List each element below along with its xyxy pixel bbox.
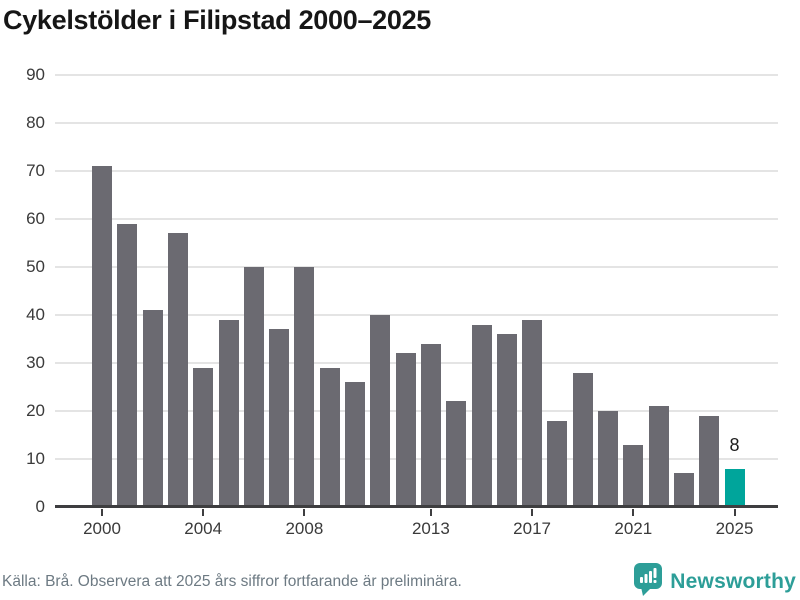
gridline-40 [55,314,778,316]
bar-2003 [167,233,188,507]
y-tick-label-0: 0 [35,497,45,516]
y-tick-label-10: 10 [26,449,45,468]
x-tick-label-2004: 2004 [184,519,223,538]
y-tick-label-40: 40 [26,305,45,324]
x-tick-label-2021: 2021 [614,519,653,538]
bar-2024 [699,415,720,507]
y-tick-label-50: 50 [26,257,45,276]
x-tick-label-2017: 2017 [513,519,552,538]
y-tick-label-30: 30 [26,353,45,372]
bar-value-label-2025: 8 [729,434,740,455]
plot-area: 8 [55,74,778,508]
gridline-70 [55,170,778,172]
x-tick-2008 [303,509,306,516]
x-tick-label-2008: 2008 [285,519,324,538]
y-tick-label-60: 60 [26,209,45,228]
bar-2010 [345,382,365,507]
bar-2025 [724,468,745,507]
x-tick-label-2000: 2000 [83,519,121,538]
bar-2007 [269,329,290,507]
gridline-60 [55,218,778,220]
bar-2023 [673,473,694,507]
bar-2012 [395,353,416,507]
bar-2015 [471,324,492,507]
bar-2018 [547,420,568,507]
bar-2006 [243,267,264,507]
x-tick-2000 [101,509,103,516]
bar-2000 [92,166,112,507]
x-tick-2017 [531,509,534,516]
newsworthy-speech-bubble-bar-chart-icon [633,562,663,600]
gridline-30 [55,362,778,364]
x-tick-2004 [202,509,205,516]
bar-2005 [218,319,239,507]
bar-2013 [420,343,441,507]
bar-2021 [623,444,644,507]
x-axis: 2000 2004 2008 2013 2017 2021 2025 [55,509,778,549]
x-tick-label-2025: 2025 [715,519,754,538]
y-tick-label-80: 80 [26,113,45,132]
source-note: Källa: Brå. Observera att 2025 års siffr… [2,572,462,590]
gridline-80 [55,122,778,124]
gridline-20 [55,410,778,412]
x-axis-line [55,505,778,508]
y-tick-label-20: 20 [26,401,45,420]
y-tick-label-70: 70 [26,161,45,180]
x-tick-2021 [632,509,635,516]
bar-2016 [496,334,517,507]
bar-2019 [572,372,593,507]
gridline-90 [55,74,778,76]
bar-2001 [117,223,138,507]
gridline-10 [55,458,778,460]
bar-2017 [522,319,543,507]
bar-2014 [446,401,467,507]
bar-2008 [294,267,315,507]
x-tick-2025 [733,509,736,516]
newsworthy-logo-text: Newsworthy [670,569,796,593]
y-axis-labels: 0 10 20 30 40 50 60 70 80 90 [0,65,45,516]
y-tick-label-90: 90 [26,65,45,84]
bar-2002 [142,310,163,507]
x-tick-label-2013: 2013 [411,519,450,538]
bar-2004 [193,367,214,507]
bar-2020 [598,411,618,507]
bar-2011 [370,315,391,507]
bar-2022 [648,406,669,507]
chart-title: Cykelstölder i Filipstad 2000–2025 [3,5,432,35]
newsworthy-logo: Newsworthy [633,562,796,600]
x-tick-2013 [429,509,432,516]
gridline-50 [55,266,778,268]
bar-2009 [319,367,340,507]
footer: Källa: Brå. Observera att 2025 års siffr… [0,562,796,600]
